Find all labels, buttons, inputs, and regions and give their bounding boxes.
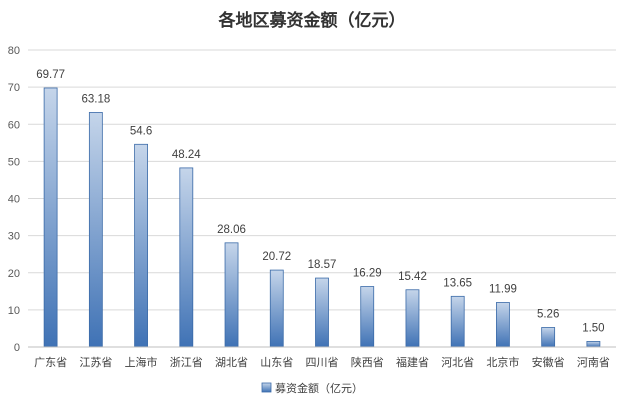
- y-tick-label: 30: [8, 231, 20, 243]
- data-label: 20.72: [262, 251, 291, 263]
- legend-swatch: [262, 383, 271, 392]
- x-category-label: 河南省: [577, 356, 610, 369]
- y-tick-label: 40: [8, 194, 20, 206]
- data-label: 28.06: [217, 224, 246, 236]
- legend: 募资金额（亿元）: [262, 381, 363, 395]
- bar: [496, 302, 509, 347]
- bars: [44, 88, 600, 347]
- x-category-label: 安徽省: [532, 355, 565, 369]
- y-tick-label: 80: [8, 45, 20, 57]
- bar: [270, 270, 283, 347]
- legend-label: 募资金额（亿元）: [275, 381, 363, 395]
- bar: [225, 243, 238, 347]
- x-category-label: 上海市: [125, 355, 158, 369]
- y-axis-ticks: 0 10 20 30 40 50 60 70 80: [8, 45, 20, 354]
- x-category-label: 陕西省: [351, 355, 384, 369]
- x-category-label: 山东省: [260, 356, 293, 369]
- bar: [316, 278, 329, 347]
- x-category-label: 江苏省: [79, 356, 112, 369]
- data-label: 13.65: [443, 277, 472, 289]
- bar: [135, 144, 148, 347]
- x-axis-categories: 广东省 江苏省 上海市 浙江省 湖北省 山东省 四川省 陕西省 福建省 河北省 北京市 安徽省 河南省: [34, 355, 610, 369]
- x-category-label: 河北省: [441, 356, 474, 369]
- chart-title: 各地区募资金额（亿元）: [218, 10, 406, 31]
- data-label: 63.18: [81, 93, 110, 105]
- y-tick-label: 10: [8, 305, 20, 317]
- x-category-label: 福建省: [396, 355, 429, 369]
- data-label: 15.42: [398, 271, 427, 283]
- data-label: 16.29: [353, 268, 382, 280]
- data-label: 5.26: [537, 308, 559, 320]
- x-category-label: 北京市: [486, 355, 519, 369]
- x-category-label: 湖北省: [215, 356, 248, 369]
- y-tick-label: 20: [8, 268, 20, 280]
- bar: [587, 341, 600, 347]
- data-label: 48.24: [172, 149, 201, 161]
- data-label: 69.77: [36, 69, 65, 81]
- y-tick-label: 50: [8, 156, 20, 168]
- x-category-label: 广东省: [34, 356, 67, 369]
- bar: [89, 112, 102, 347]
- bar: [542, 327, 555, 347]
- y-tick-label: 70: [8, 82, 20, 94]
- data-label: 54.6: [130, 125, 152, 137]
- bar: [406, 290, 419, 347]
- y-tick-label: 60: [8, 119, 20, 131]
- bar: [180, 168, 193, 347]
- data-label: 18.57: [308, 259, 337, 271]
- bar: [451, 296, 464, 347]
- bar: [361, 287, 374, 347]
- x-category-label: 浙江省: [170, 356, 203, 369]
- bar: [44, 88, 57, 347]
- data-label: 1.50: [582, 322, 604, 334]
- data-label: 11.99: [489, 283, 517, 295]
- y-tick-label: 0: [14, 342, 20, 354]
- x-category-label: 四川省: [306, 356, 339, 369]
